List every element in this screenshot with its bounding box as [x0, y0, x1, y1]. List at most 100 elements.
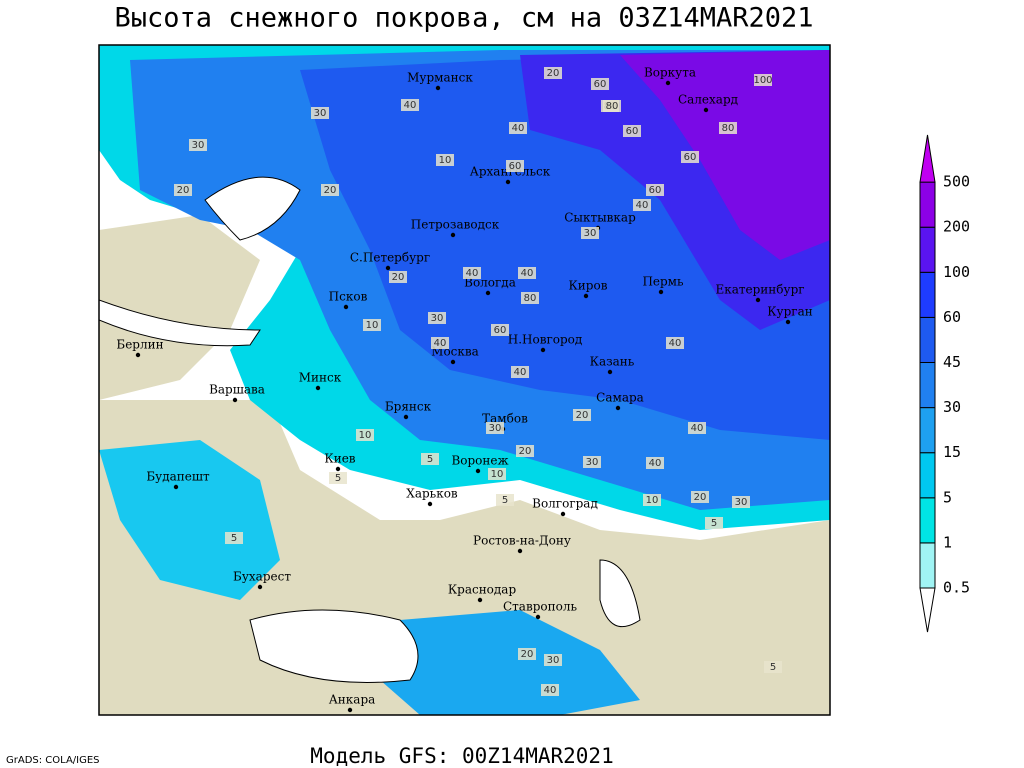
- city-dot: [658, 289, 664, 295]
- city-label: Ставрополь: [503, 600, 577, 614]
- contour-label: 5: [711, 518, 717, 529]
- contour-label-bg: [518, 648, 536, 660]
- snow-mid: [380, 610, 640, 715]
- city-label: Курган: [767, 305, 812, 319]
- contour-label: 80: [722, 123, 735, 134]
- city-dot: [450, 359, 456, 365]
- contour-label-bg: [681, 151, 699, 163]
- contour-label-bg: [506, 160, 524, 172]
- contour-label: 80: [524, 293, 537, 304]
- contour-label-bg: [401, 99, 419, 111]
- contour-label-bg: [491, 324, 509, 336]
- contour-label: 60: [626, 126, 639, 137]
- colorbar-label: 60: [943, 308, 961, 326]
- contour-label: 30: [586, 457, 599, 468]
- contour-label-bg: [581, 227, 599, 239]
- colorbar-label: 500: [943, 173, 970, 191]
- contour-label-bg: [666, 337, 684, 349]
- contour-label-bg: [646, 184, 664, 196]
- city-label: Воронеж: [451, 454, 508, 468]
- map-frame: [98, 44, 831, 716]
- city-dot: [755, 297, 761, 303]
- contour-label-bg: [421, 453, 439, 465]
- contour-label: 60: [684, 152, 697, 163]
- city-dot: [173, 484, 179, 490]
- city-label: Минск: [299, 371, 342, 385]
- city-dot: [403, 414, 409, 420]
- city-label: Н.Новгород: [508, 333, 583, 347]
- city-dot: [450, 232, 456, 238]
- city-dot: [535, 614, 541, 620]
- title: Высота снежного покрова, см на 03Z14MAR2…: [115, 3, 814, 34]
- city-dot: [703, 107, 709, 113]
- city-label: Воркута: [644, 66, 696, 80]
- contour-label: 20: [519, 446, 532, 457]
- contour-label: 20: [694, 492, 707, 503]
- contour-label: 40: [636, 200, 649, 211]
- credit: GrADS: COLA/IGES: [6, 755, 100, 766]
- city-label: Ростов-на-Дону: [473, 534, 571, 548]
- city-dot: [505, 179, 511, 185]
- contour-label-bg: [719, 122, 737, 134]
- contour-label: 20: [324, 185, 337, 196]
- colorbar-label: 30: [943, 398, 961, 416]
- contour-label-bg: [509, 122, 527, 134]
- contour-label: 10: [646, 495, 659, 506]
- colorbar-label: 200: [943, 218, 970, 236]
- contour-label: 20: [177, 185, 190, 196]
- city-label: Берлин: [116, 338, 163, 352]
- contour-label: 10: [439, 155, 452, 166]
- contour-label-bg: [521, 292, 539, 304]
- city-label: Мурманск: [407, 71, 473, 85]
- city-dot: [315, 385, 321, 391]
- contour-label: 30: [314, 108, 327, 119]
- contour-label-bg: [591, 78, 609, 90]
- contour-label-bg: [646, 457, 664, 469]
- contour-label-bg: [428, 312, 446, 324]
- contour-label-bg: [189, 139, 207, 151]
- city-label: Пермь: [642, 275, 684, 289]
- city-dot: [475, 468, 481, 474]
- contour-label: 5: [231, 533, 237, 544]
- contour-label: 40: [691, 423, 704, 434]
- city-label: Бухарест: [233, 570, 291, 584]
- city-label: Варшава: [209, 383, 265, 397]
- city-label: Анкара: [329, 693, 376, 707]
- colorbar-cell: [919, 452, 936, 499]
- city-label: Сыктывкар: [564, 211, 636, 225]
- contour-label-bg: [691, 491, 709, 503]
- contour-label: 40: [512, 123, 525, 134]
- city-label: Салехард: [678, 93, 738, 107]
- land: [99, 215, 830, 715]
- city-label: С.Петербург: [350, 251, 430, 265]
- contour-label: 40: [514, 367, 527, 378]
- contour-label: 60: [649, 185, 662, 196]
- city-dot: [560, 511, 566, 517]
- contour-label: 5: [770, 662, 776, 673]
- city-dot: [135, 352, 141, 358]
- contour-label: 100: [753, 75, 772, 86]
- contour-label: 40: [544, 685, 557, 696]
- city-dot: [257, 584, 263, 590]
- contour-label: 30: [489, 423, 502, 434]
- contour-label: 30: [584, 228, 597, 239]
- contour-label-bg: [488, 468, 506, 480]
- city-dot: [665, 80, 671, 86]
- contour-label-bg: [732, 496, 750, 508]
- city-label: Петрозаводск: [411, 218, 500, 232]
- contour-label: 10: [366, 320, 379, 331]
- colorbar-label: 5: [943, 488, 952, 506]
- contour-label-bg: [544, 654, 562, 666]
- contour-label: 40: [466, 268, 479, 279]
- contour-label-bg: [463, 267, 481, 279]
- contour-label-bg: [633, 199, 651, 211]
- city-label: Екатеринбург: [715, 283, 804, 297]
- city-dot: [427, 501, 433, 507]
- colorbar-label: 0.5: [943, 579, 970, 597]
- contour-label-bg: [431, 337, 449, 349]
- snow-low: [99, 440, 280, 600]
- colorbar-label: 1: [943, 533, 952, 551]
- water: [99, 176, 641, 683]
